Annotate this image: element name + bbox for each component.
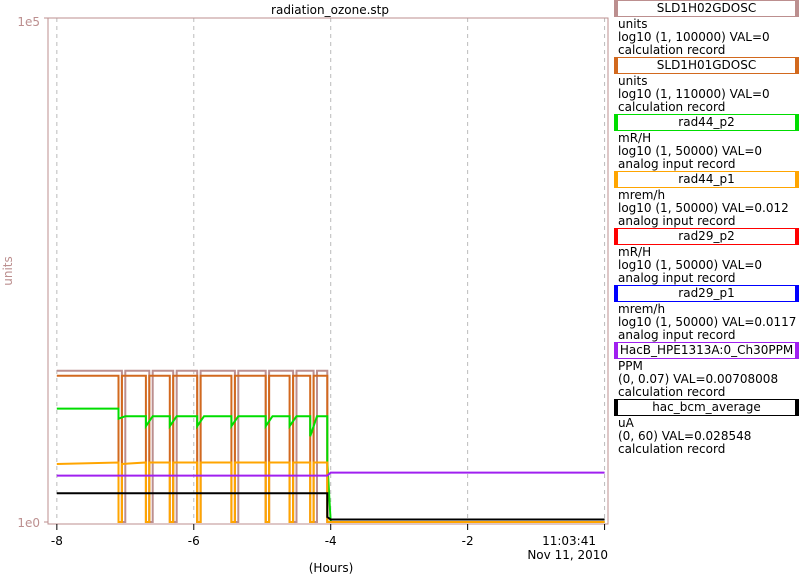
legend-units: uA (618, 416, 634, 430)
legend-range: (0, 0.07) VAL=0.00708008 (618, 372, 779, 386)
y-axis-label: units (1, 256, 15, 286)
legend-series-name[interactable]: rad44_p2 (614, 114, 799, 131)
legend-range: log10 (1, 100000) VAL=0 (618, 30, 770, 44)
legend-record: calculation record (618, 385, 726, 399)
legend-record: calculation record (618, 100, 726, 114)
legend-series-name[interactable]: hac_bcm_average (614, 399, 799, 416)
legend-entry[interactable]: HacB_HPE1313A:0_Ch30PPM PPM (0, 0.07) VAL=… (614, 342, 800, 399)
legend-units: mR/H (618, 131, 652, 145)
legend-record: analog input record (618, 214, 736, 228)
x-tick-label: -4 (325, 534, 337, 548)
series-line-HacB_HPE1313A:0_Ch30PPM (56, 471, 605, 477)
legend-record: calculation record (618, 442, 726, 456)
legend-entry[interactable]: SLD1H02GDOSC units log10 (1, 100000) VAL=0… (614, 0, 800, 57)
legend-record: analog input record (618, 271, 736, 285)
legend-range: log10 (1, 50000) VAL=0 (618, 144, 763, 158)
legend-units: PPM (618, 359, 643, 373)
legend-series-name[interactable]: rad29_p2 (614, 228, 799, 245)
legend-entry[interactable]: hac_bcm_average uA (0, 60) VAL=0.028548 cal… (614, 399, 800, 456)
legend-entry[interactable]: rad44_p2 mR/H log10 (1, 50000) VAL=0 analog… (614, 114, 800, 171)
x-tick-label: -8 (51, 534, 63, 548)
legend-range: log10 (1, 50000) VAL=0 (618, 258, 763, 272)
grid (56, 18, 606, 522)
legend-entry[interactable]: rad44_p1 mrem/h log10 (1, 50000) VAL=0.012… (614, 171, 800, 228)
legend-units: mR/H (618, 245, 652, 259)
x-tick-label: -2 (462, 534, 474, 548)
x-tick-label: -6 (188, 534, 200, 548)
legend-series-name[interactable]: SLD1H01GDOSC (614, 57, 799, 74)
series-line-hac_bcm_average (56, 492, 605, 521)
legend-entry[interactable]: SLD1H01GDOSC units log10 (1, 110000) VAL=0… (614, 57, 800, 114)
x-axis-ticks: -8 -6 -4 -2 (51, 524, 606, 548)
chart-canvas: radiation_ozone.stp 1e5 1e0 -8 -6 -4 -2 unit… (1, 3, 609, 575)
legend-range: log10 (1, 50000) VAL=0.012 (618, 201, 789, 215)
legend-range: log10 (1, 110000) VAL=0 (618, 87, 770, 101)
plot-frame (47, 17, 609, 525)
legend-range: log10 (1, 50000) VAL=0.0117 (618, 315, 797, 329)
legend-series-name[interactable]: rad44_p1 (614, 171, 799, 188)
now-date-label: Nov 11, 2010 (527, 548, 608, 562)
y-axis-ticks: 1e5 1e0 (17, 15, 48, 530)
legend-record: analog input record (618, 157, 736, 171)
legend-series-name[interactable]: rad29_p1 (614, 285, 799, 302)
legend-units: units (618, 17, 648, 31)
legend-record: analog input record (618, 328, 736, 342)
legend-units: units (618, 74, 648, 88)
legend: SLD1H02GDOSC units log10 (1, 100000) VAL=0… (614, 0, 800, 456)
y-tick-label: 1e5 (17, 15, 40, 29)
y-tick-label: 1e0 (17, 516, 40, 530)
x-axis-label: (Hours) (309, 561, 354, 575)
series-layer (56, 369, 605, 523)
legend-units: mrem/h (618, 302, 666, 316)
legend-range: (0, 60) VAL=0.028548 (618, 429, 752, 443)
legend-series-name[interactable]: SLD1H02GDOSC (614, 0, 799, 17)
legend-entry[interactable]: rad29_p1 mrem/h log10 (1, 50000) VAL=0.011… (614, 285, 800, 342)
legend-entry[interactable]: rad29_p2 mR/H log10 (1, 50000) VAL=0 analog… (614, 228, 800, 285)
legend-units: mrem/h (618, 188, 666, 202)
chart-title: radiation_ozone.stp (271, 3, 389, 17)
now-time-label: 11:03:41 (542, 534, 596, 548)
legend-record: calculation record (618, 43, 726, 57)
legend-series-name[interactable]: HacB_HPE1313A:0_Ch30PPM (614, 342, 799, 359)
series-line-rad44_p1 (56, 461, 605, 523)
series-line-rad44_p2 (56, 407, 605, 523)
